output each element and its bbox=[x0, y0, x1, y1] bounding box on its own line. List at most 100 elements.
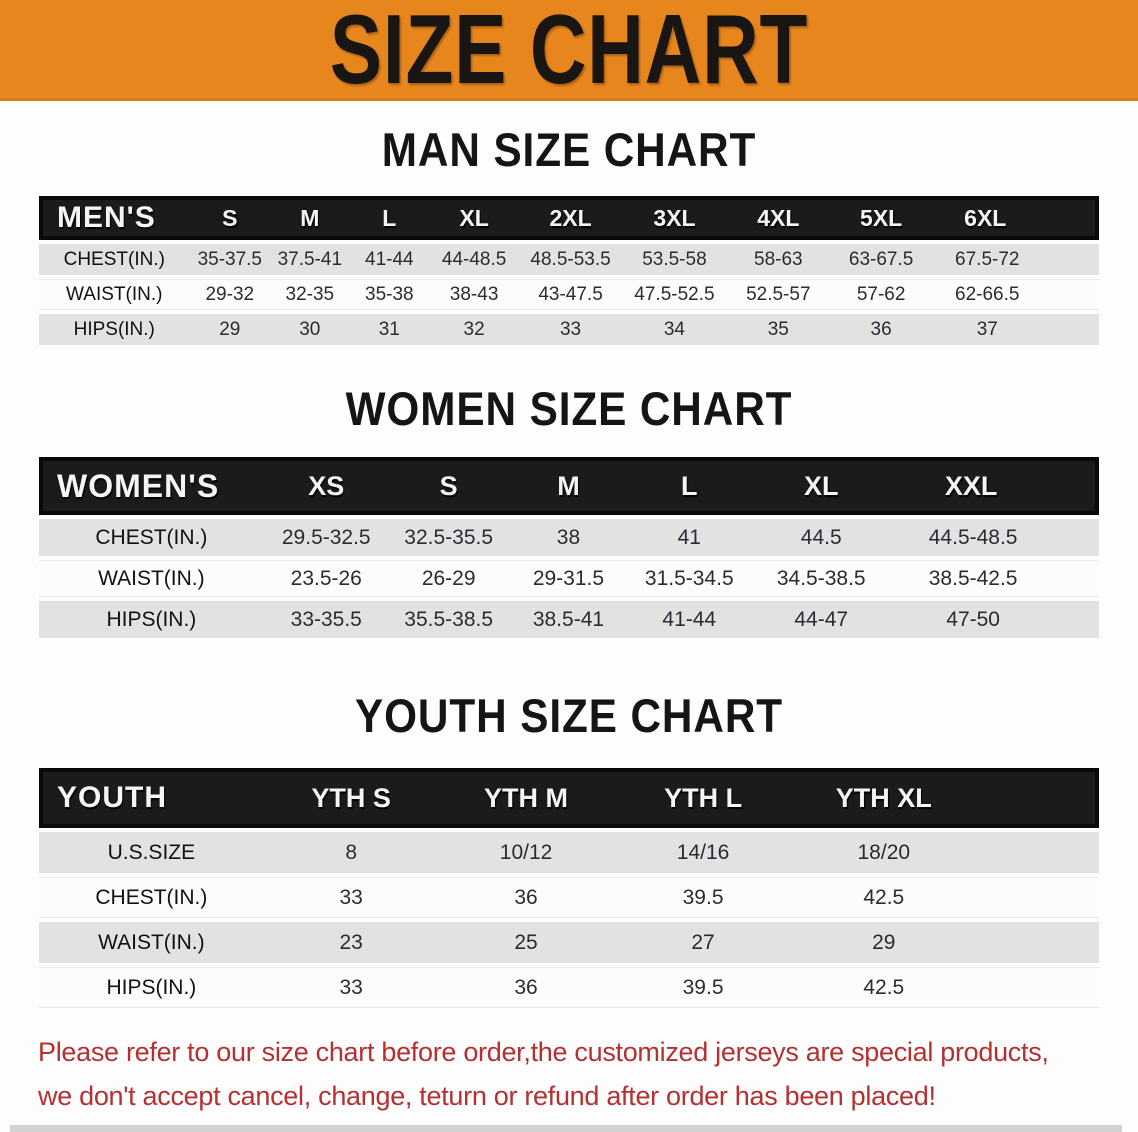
men-table-header-row: MEN'S S M L XL 2XL 3XL 4XL 5XL 6XL bbox=[39, 196, 1099, 240]
size-value-cell: 25 bbox=[438, 922, 614, 963]
size-value-cell: 35 bbox=[726, 314, 830, 345]
size-value-cell: 32-35 bbox=[270, 279, 350, 310]
size-value-cell: 43-47.5 bbox=[519, 279, 622, 310]
size-column-header: M bbox=[508, 457, 629, 515]
size-value-cell: 33 bbox=[263, 877, 439, 918]
footer-notice: Please refer to our size chart before or… bbox=[0, 1030, 1138, 1118]
size-value-cell: 18/20 bbox=[792, 832, 975, 873]
women-size-table: WOMEN'S XS S M L XL XXL CHEST(IN.) 29.5-32.5 32.… bbox=[39, 453, 1099, 642]
size-value-cell: 38-43 bbox=[429, 279, 520, 310]
size-value-cell: 44.5 bbox=[750, 519, 893, 556]
size-value-cell: 29-31.5 bbox=[508, 560, 629, 597]
size-column-header: M bbox=[270, 196, 350, 240]
size-value-cell: 57-62 bbox=[829, 279, 933, 310]
size-value-cell: 39.5 bbox=[613, 967, 793, 1008]
size-value-cell: 27 bbox=[613, 922, 793, 963]
row-label: WAIST(IN.) bbox=[39, 279, 190, 310]
table-row: WAIST(IN.) 29-32 32-35 35-38 38-43 43-47.5 47.… bbox=[39, 279, 1099, 310]
size-value-cell: 30 bbox=[270, 314, 350, 345]
size-value-cell: 10/12 bbox=[438, 832, 614, 873]
table-header-label: MEN'S bbox=[39, 196, 190, 240]
size-value-cell: 35-38 bbox=[349, 279, 430, 310]
size-value-cell: 44.5-48.5 bbox=[892, 519, 1099, 556]
header-filler-cell bbox=[974, 768, 1099, 828]
row-label: U.S.SIZE bbox=[39, 832, 264, 873]
notice-line-1: Please refer to our size chart before or… bbox=[38, 1037, 1049, 1067]
size-value-cell: 41 bbox=[628, 519, 751, 556]
size-value-cell: 42.5 bbox=[792, 967, 975, 1008]
youth-size-table: YOUTH YTH S YTH M YTH L YTH XL U.S.SIZE 8 10/1… bbox=[39, 764, 1099, 1012]
size-value-cell: 31 bbox=[349, 314, 430, 345]
size-column-header: L bbox=[628, 457, 751, 515]
size-value-cell: 34.5-38.5 bbox=[750, 560, 893, 597]
size-column-header: S bbox=[388, 457, 509, 515]
size-value-cell: 37 bbox=[932, 314, 1099, 345]
size-value-cell: 52.5-57 bbox=[726, 279, 830, 310]
table-row: WAIST(IN.) 23.5-26 26-29 29-31.5 31.5-34.5 34… bbox=[39, 560, 1099, 597]
row-filler-cell bbox=[974, 967, 1099, 1008]
table-header-label: WOMEN'S bbox=[39, 457, 264, 515]
size-column-header: 4XL bbox=[726, 196, 830, 240]
size-column-header: YTH S bbox=[263, 768, 439, 828]
page-title: SIZE CHART bbox=[329, 0, 809, 104]
women-table-header-row: WOMEN'S XS S M L XL XXL bbox=[39, 457, 1099, 515]
size-value-cell: 67.5-72 bbox=[932, 244, 1099, 275]
row-label: HIPS(IN.) bbox=[39, 601, 264, 638]
row-label: HIPS(IN.) bbox=[39, 314, 190, 345]
women-section-title: WOMEN SIZE CHART bbox=[345, 382, 793, 435]
row-filler-cell bbox=[974, 877, 1099, 918]
size-value-cell: 48.5-53.5 bbox=[519, 244, 622, 275]
size-column-header: YTH L bbox=[613, 768, 793, 828]
size-value-cell: 39.5 bbox=[613, 877, 793, 918]
size-value-cell: 37.5-41 bbox=[270, 244, 350, 275]
size-value-cell: 33 bbox=[519, 314, 622, 345]
size-column-header: XS bbox=[263, 457, 389, 515]
size-value-cell: 32 bbox=[429, 314, 520, 345]
size-value-cell: 14/16 bbox=[613, 832, 793, 873]
row-label: WAIST(IN.) bbox=[39, 560, 264, 597]
size-value-cell: 42.5 bbox=[792, 877, 975, 918]
notice-line-2: we don't accept cancel, change, teturn o… bbox=[38, 1081, 936, 1111]
size-value-cell: 58-63 bbox=[726, 244, 830, 275]
size-value-cell: 38 bbox=[508, 519, 629, 556]
size-value-cell: 41-44 bbox=[349, 244, 430, 275]
size-value-cell: 36 bbox=[438, 877, 614, 918]
size-value-cell: 32.5-35.5 bbox=[388, 519, 509, 556]
size-value-cell: 29 bbox=[792, 922, 975, 963]
men-size-table: MEN'S S M L XL 2XL 3XL 4XL 5XL 6XL CHEST(IN.) 35-3… bbox=[39, 192, 1099, 349]
size-value-cell: 29.5-32.5 bbox=[263, 519, 389, 556]
size-column-header: 6XL bbox=[932, 196, 1099, 240]
size-value-cell: 23.5-26 bbox=[263, 560, 389, 597]
size-value-cell: 8 bbox=[263, 832, 439, 873]
row-label: WAIST(IN.) bbox=[39, 922, 264, 963]
size-column-header: 2XL bbox=[519, 196, 622, 240]
size-value-cell: 29-32 bbox=[189, 279, 271, 310]
size-value-cell: 36 bbox=[438, 967, 614, 1008]
banner: SIZE CHART bbox=[0, 0, 1138, 101]
youth-size-section: YOUTH SIZE CHART YOUTH YTH S YTH M YTH L YTH… bbox=[0, 692, 1138, 1012]
table-row: U.S.SIZE 8 10/12 14/16 18/20 bbox=[39, 832, 1099, 873]
size-column-header: XXL bbox=[892, 457, 1099, 515]
youth-section-title: YOUTH SIZE CHART bbox=[354, 689, 784, 742]
size-value-cell: 44-48.5 bbox=[429, 244, 520, 275]
size-value-cell: 33-35.5 bbox=[263, 601, 389, 638]
table-row: HIPS(IN.) 33 36 39.5 42.5 bbox=[39, 967, 1099, 1008]
table-row: CHEST(IN.) 33 36 39.5 42.5 bbox=[39, 877, 1099, 918]
table-row: WAIST(IN.) 23 25 27 29 bbox=[39, 922, 1099, 963]
men-size-section: MAN SIZE CHART MEN'S S M L XL 2XL 3XL 4XL 5XL 6XL… bbox=[0, 126, 1138, 349]
row-label: CHEST(IN.) bbox=[39, 244, 190, 275]
size-column-header: YTH M bbox=[438, 768, 614, 828]
size-value-cell: 47-50 bbox=[892, 601, 1099, 638]
size-value-cell: 31.5-34.5 bbox=[628, 560, 751, 597]
row-label: HIPS(IN.) bbox=[39, 967, 264, 1008]
size-value-cell: 44-47 bbox=[750, 601, 893, 638]
youth-table-header-row: YOUTH YTH S YTH M YTH L YTH XL bbox=[39, 768, 1099, 828]
size-value-cell: 23 bbox=[263, 922, 439, 963]
size-column-header: 3XL bbox=[621, 196, 727, 240]
size-value-cell: 34 bbox=[621, 314, 727, 345]
size-value-cell: 26-29 bbox=[388, 560, 509, 597]
table-row: CHEST(IN.) 35-37.5 37.5-41 41-44 44-48.5 48.5… bbox=[39, 244, 1099, 275]
size-value-cell: 33 bbox=[263, 967, 439, 1008]
size-column-header: XL bbox=[429, 196, 520, 240]
size-value-cell: 47.5-52.5 bbox=[621, 279, 727, 310]
